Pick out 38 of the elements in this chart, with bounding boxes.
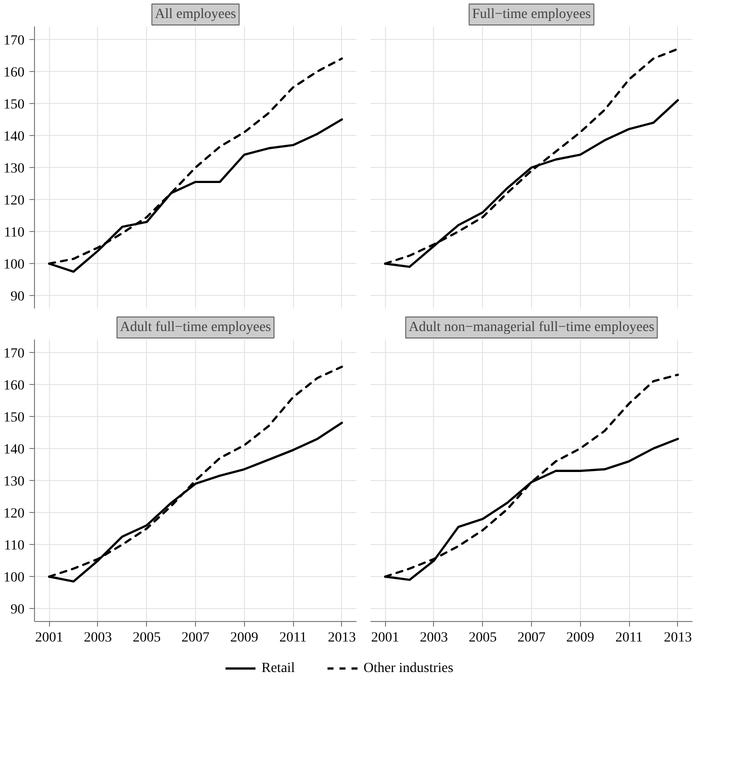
- x-tick-label: 2001: [371, 630, 400, 646]
- x-tick-label: 2011: [615, 630, 643, 646]
- x-tick-label: 2007: [182, 630, 210, 646]
- x-tick-label: 2001: [35, 630, 64, 646]
- y-tick-label: 110: [4, 538, 25, 554]
- y-tick-label: 120: [4, 194, 24, 209]
- x-tick-label: 2011: [279, 630, 307, 646]
- y-tick-label: 140: [4, 442, 24, 458]
- y-tick-label: 150: [4, 410, 24, 426]
- y-tick-label: 140: [4, 129, 24, 144]
- chart-title: All employees: [154, 7, 236, 22]
- chart-title: Adult non−managerial full−time employees: [408, 320, 654, 335]
- y-tick-label: 160: [4, 65, 24, 80]
- y-tick-label: 130: [4, 474, 24, 490]
- x-tick-label: 2007: [518, 630, 546, 646]
- x-tick-label: 2009: [230, 630, 258, 646]
- x-tick-label: 2013: [664, 630, 692, 646]
- y-tick-label: 90: [10, 290, 24, 305]
- y-tick-label: 170: [4, 33, 24, 48]
- chart-title: Full−time employees: [472, 7, 591, 22]
- legend-label: Other industries: [364, 661, 454, 676]
- y-tick-label: 90: [10, 602, 24, 618]
- x-tick-label: 2003: [420, 630, 448, 646]
- y-tick-label: 110: [4, 226, 25, 241]
- x-tick-label: 2013: [328, 630, 356, 646]
- x-tick-label: 2005: [468, 630, 497, 646]
- x-tick-label: 2009: [566, 630, 594, 646]
- x-tick-label: 2005: [132, 630, 161, 646]
- x-tick-label: 2003: [84, 630, 112, 646]
- y-tick-label: 100: [4, 570, 24, 586]
- y-tick-label: 130: [4, 162, 24, 176]
- legend-label: Retail: [262, 661, 296, 676]
- chart-title: Adult full−time employees: [120, 320, 271, 335]
- y-tick-label: 160: [4, 378, 24, 394]
- y-tick-label: 150: [4, 97, 24, 112]
- y-tick-label: 120: [4, 506, 24, 522]
- y-tick-label: 100: [4, 258, 24, 273]
- y-tick-label: 170: [4, 346, 24, 362]
